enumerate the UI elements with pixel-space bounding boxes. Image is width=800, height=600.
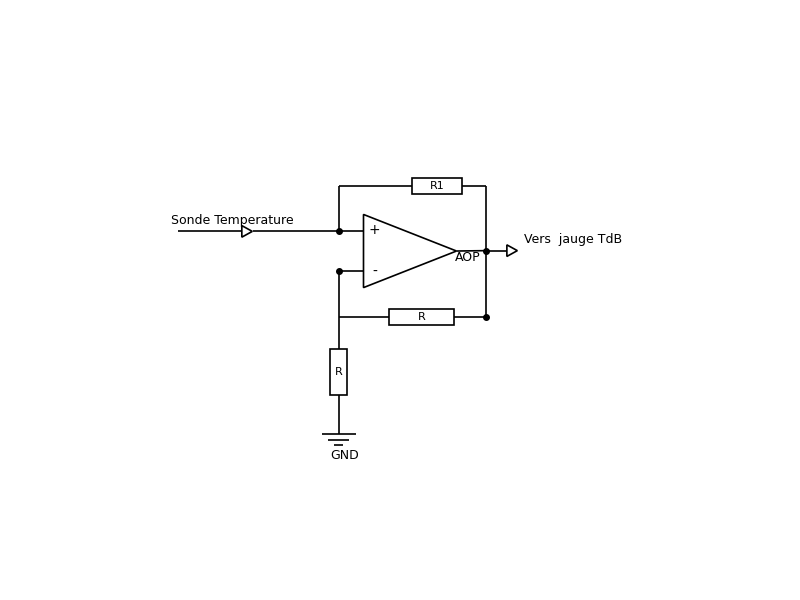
Polygon shape <box>242 226 252 237</box>
Text: GND: GND <box>330 449 359 462</box>
Text: R1: R1 <box>430 181 445 191</box>
Bar <box>389 309 454 325</box>
Text: +: + <box>369 223 380 237</box>
Polygon shape <box>507 245 518 256</box>
Text: AOP: AOP <box>454 251 480 263</box>
Text: Sonde Temperature: Sonde Temperature <box>171 214 294 227</box>
Text: R: R <box>335 367 342 377</box>
Bar <box>412 178 462 194</box>
Text: -: - <box>372 265 377 279</box>
Text: R: R <box>418 312 426 322</box>
Text: Vers  jauge TdB: Vers jauge TdB <box>524 233 622 247</box>
Bar <box>330 349 347 395</box>
Polygon shape <box>363 214 457 287</box>
